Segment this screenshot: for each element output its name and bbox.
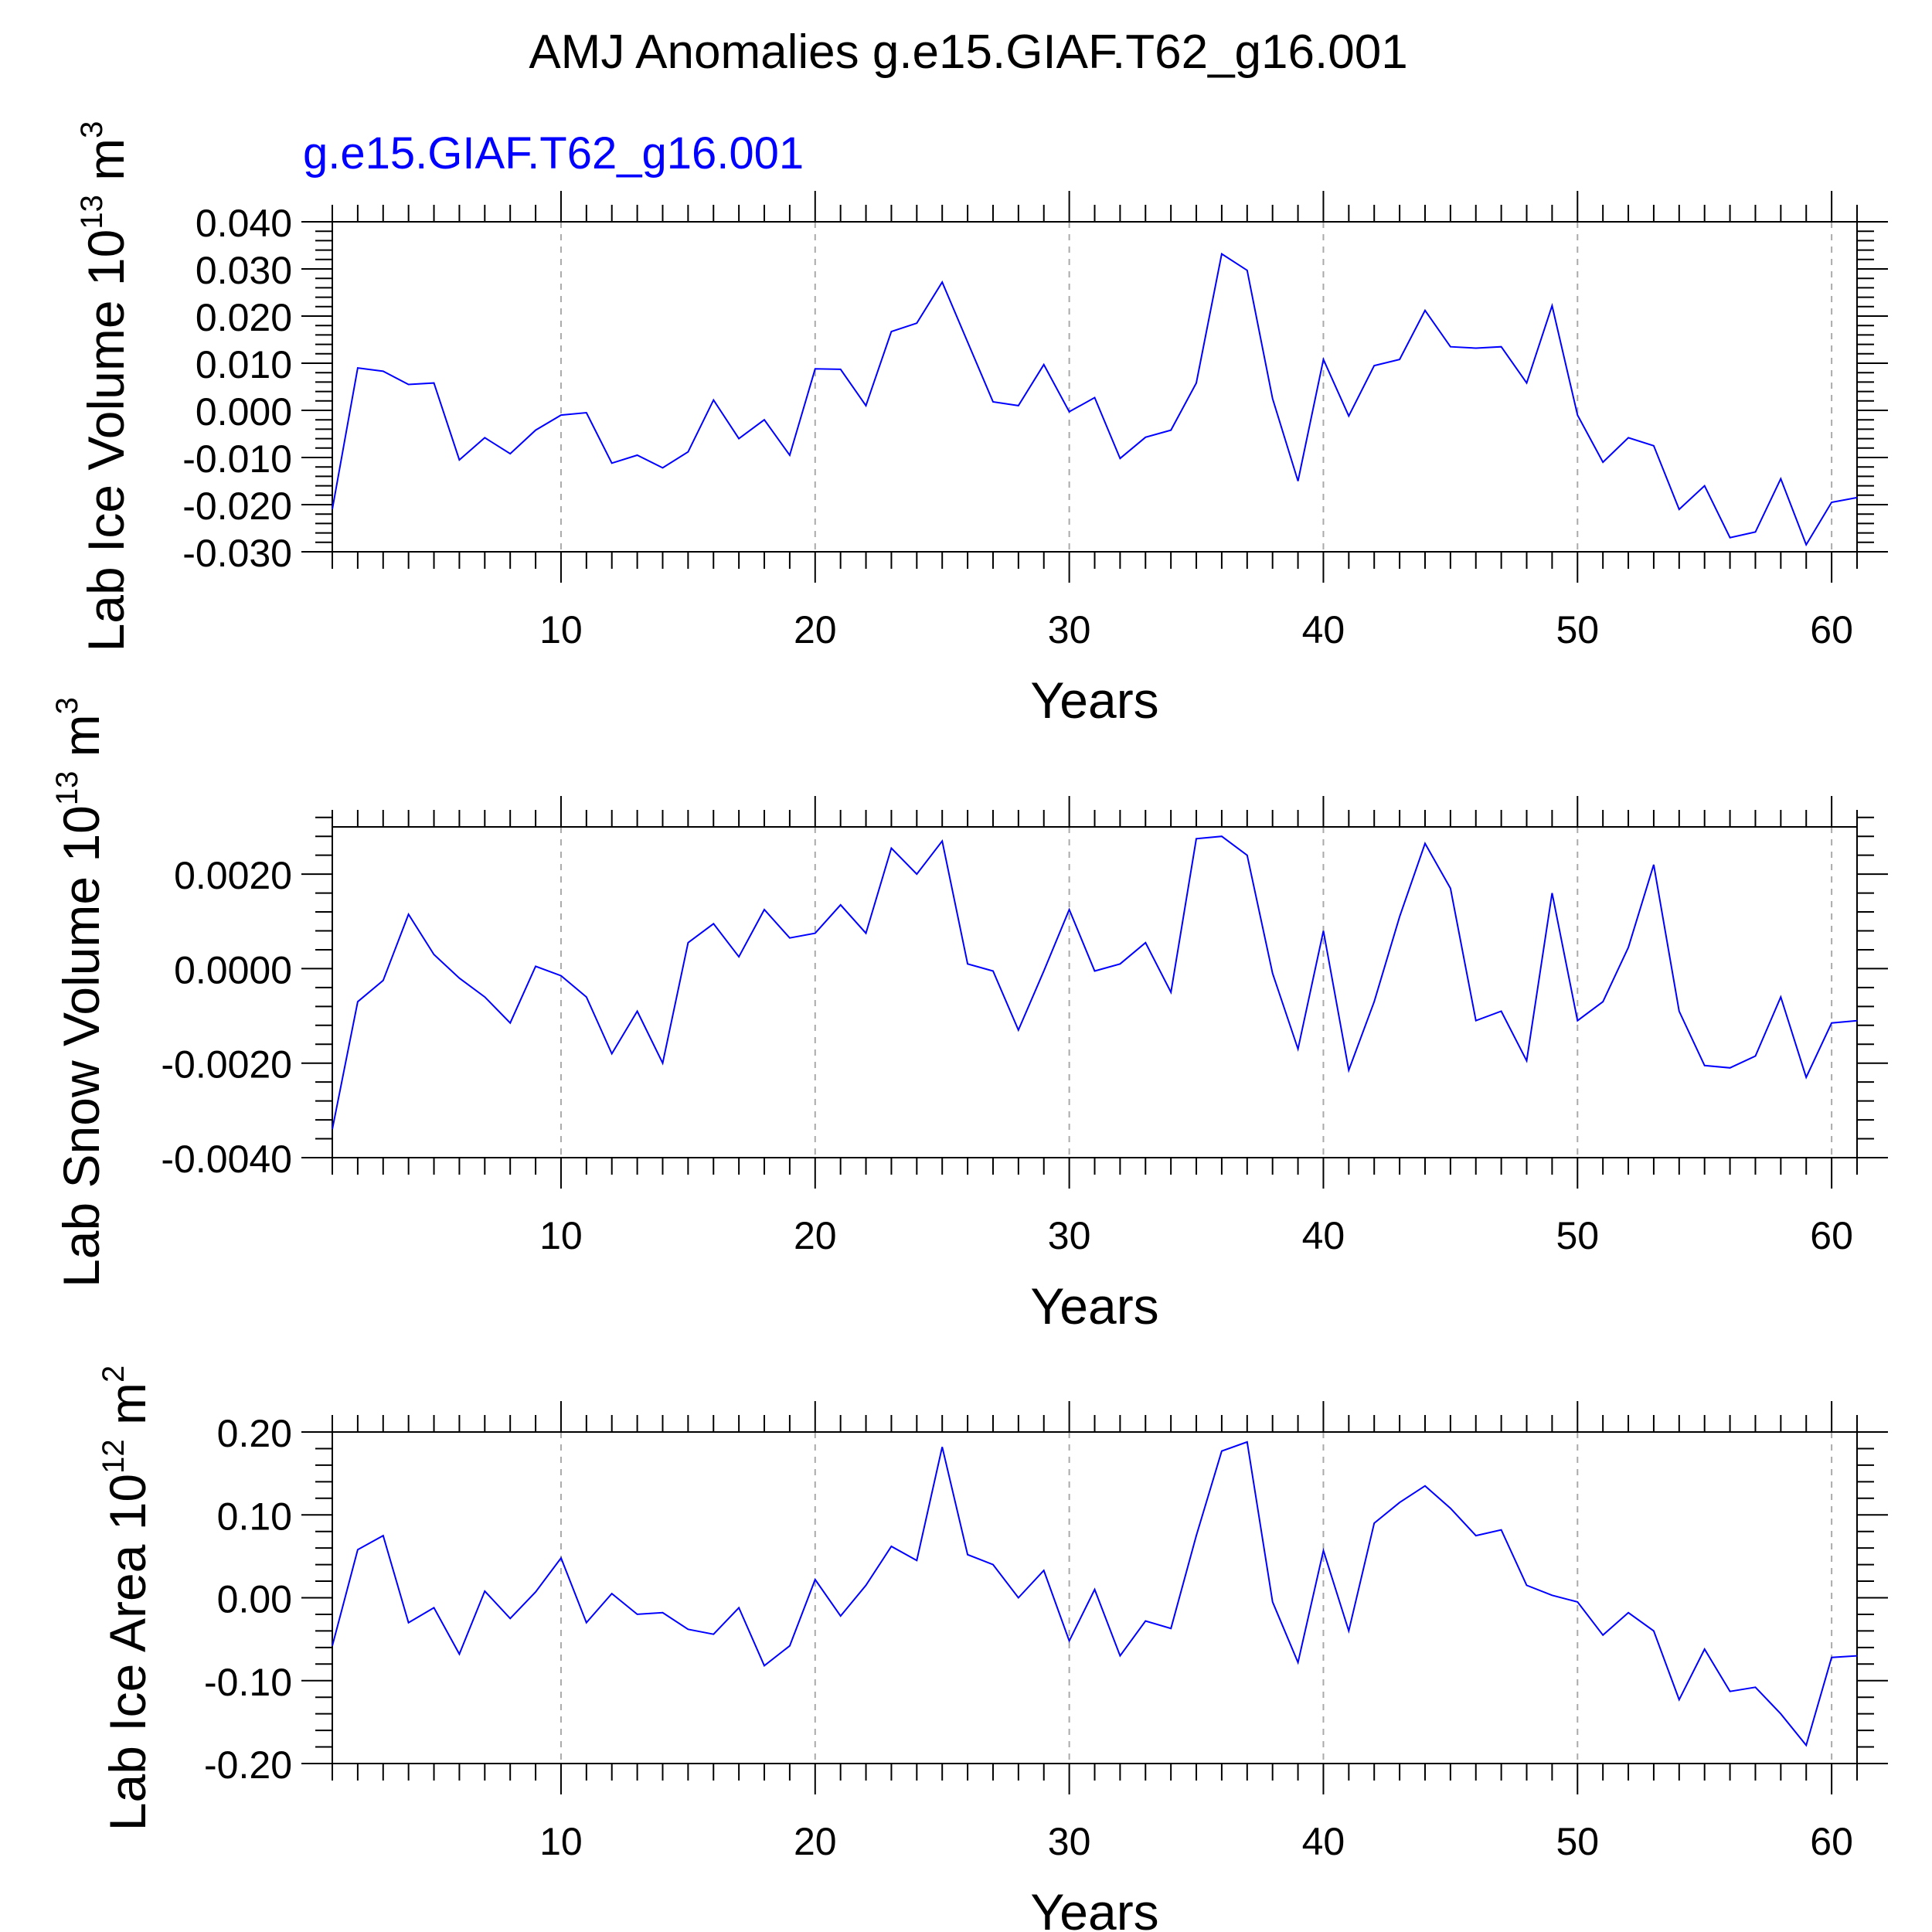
chart-panel-1: -0.030-0.020-0.0100.0000.0100.0200.0300.… bbox=[75, 121, 1888, 729]
y-tick-label: 0.020 bbox=[196, 296, 292, 339]
x-tick-label: 30 bbox=[1048, 608, 1091, 651]
x-tick-label: 50 bbox=[1556, 608, 1599, 651]
x-tick-label: 20 bbox=[794, 1820, 837, 1863]
y-tick-label: -0.0040 bbox=[161, 1138, 292, 1181]
x-axis-label: Years bbox=[1030, 1277, 1158, 1335]
series-line bbox=[332, 1440, 1858, 1747]
figure-title: AMJ Anomalies g.e15.GIAF.T62_g16.001 bbox=[529, 26, 1407, 79]
x-tick-label: 20 bbox=[794, 608, 837, 651]
y-tick-label: 0.0000 bbox=[174, 948, 292, 992]
chart-panel-3: -0.20 -0.10 0.00 0.10 0.20 10 20 30 40 50 60 Years L… bbox=[97, 1366, 1888, 1932]
y-tick-label: -0.0020 bbox=[161, 1043, 292, 1087]
series-legend-label: g.e15.GIAF.T62_g16.001 bbox=[303, 128, 804, 179]
y-axis-label-part: Lab Ice Area 10 bbox=[99, 1474, 156, 1831]
y-tick-label: -0.020 bbox=[182, 485, 292, 528]
chart-panels: -0.030-0.020-0.0100.0000.0100.0200.0300.… bbox=[50, 121, 1888, 1932]
x-tick-label: 30 bbox=[1048, 1820, 1091, 1863]
y-tick-label: -0.10 bbox=[204, 1661, 292, 1704]
x-axis-label: Years bbox=[1030, 1883, 1158, 1932]
x-tick-label: 50 bbox=[1556, 1820, 1599, 1863]
y-axis-label-part: Lab Snow Volume 10 bbox=[53, 805, 110, 1287]
y-axis-label-part: m bbox=[77, 138, 134, 195]
chart-panel-2: -0.0040 -0.0020 0.0000 0.0020 10 20 30 40 50 60 Ye… bbox=[50, 697, 1888, 1335]
y-tick-label: 0.010 bbox=[196, 343, 292, 386]
series-line bbox=[332, 835, 1858, 1130]
y-tick-label: 0.20 bbox=[217, 1412, 292, 1455]
y-axis-label-part: m bbox=[53, 714, 110, 770]
series-line bbox=[332, 252, 1858, 547]
y-axis-label-part: 3 bbox=[75, 121, 109, 138]
y-tick-label: 0.00 bbox=[217, 1578, 292, 1621]
x-tick-label: 60 bbox=[1810, 608, 1853, 651]
x-tick-label: 40 bbox=[1302, 1214, 1345, 1257]
y-tick-label: -0.030 bbox=[182, 532, 292, 575]
y-tick-label: 0.040 bbox=[196, 202, 292, 245]
y-axis-label-part: m bbox=[99, 1383, 156, 1439]
y-axis-label-part: 3 bbox=[50, 697, 84, 714]
x-tick-label: 20 bbox=[794, 1214, 837, 1257]
y-axis-label: Lab Ice Area 1012 m2 bbox=[97, 1366, 156, 1831]
x-tick-label: 10 bbox=[539, 608, 583, 651]
x-tick-label: 30 bbox=[1048, 1214, 1091, 1257]
y-tick-label: -0.20 bbox=[204, 1743, 292, 1787]
x-tick-label: 40 bbox=[1302, 608, 1345, 651]
x-tick-label: 10 bbox=[539, 1820, 583, 1863]
y-axis-label: Lab Ice Volume 1013 m3 bbox=[75, 121, 134, 652]
x-tick-label: 50 bbox=[1556, 1214, 1599, 1257]
x-tick-label: 60 bbox=[1810, 1214, 1853, 1257]
x-tick-label: 60 bbox=[1810, 1820, 1853, 1863]
y-tick-label: 0.000 bbox=[196, 390, 292, 434]
x-tick-label: 10 bbox=[539, 1214, 583, 1257]
y-axis-label-part: Lab Ice Volume 10 bbox=[77, 230, 134, 652]
y-axis-label-part: 12 bbox=[97, 1439, 131, 1474]
y-tick-label: 0.030 bbox=[196, 249, 292, 292]
y-axis-label-part: 2 bbox=[97, 1366, 131, 1383]
x-axis-label: Years bbox=[1030, 672, 1158, 729]
y-tick-label: -0.010 bbox=[182, 437, 292, 481]
y-axis-label-part: 13 bbox=[50, 771, 84, 806]
y-axis-label: Lab Snow Volume 1013 m3 bbox=[50, 697, 110, 1287]
y-axis-label-part: 13 bbox=[75, 195, 109, 230]
y-tick-label: 0.0020 bbox=[174, 854, 292, 897]
x-tick-label: 40 bbox=[1302, 1820, 1345, 1863]
y-tick-label: 0.10 bbox=[217, 1495, 292, 1538]
